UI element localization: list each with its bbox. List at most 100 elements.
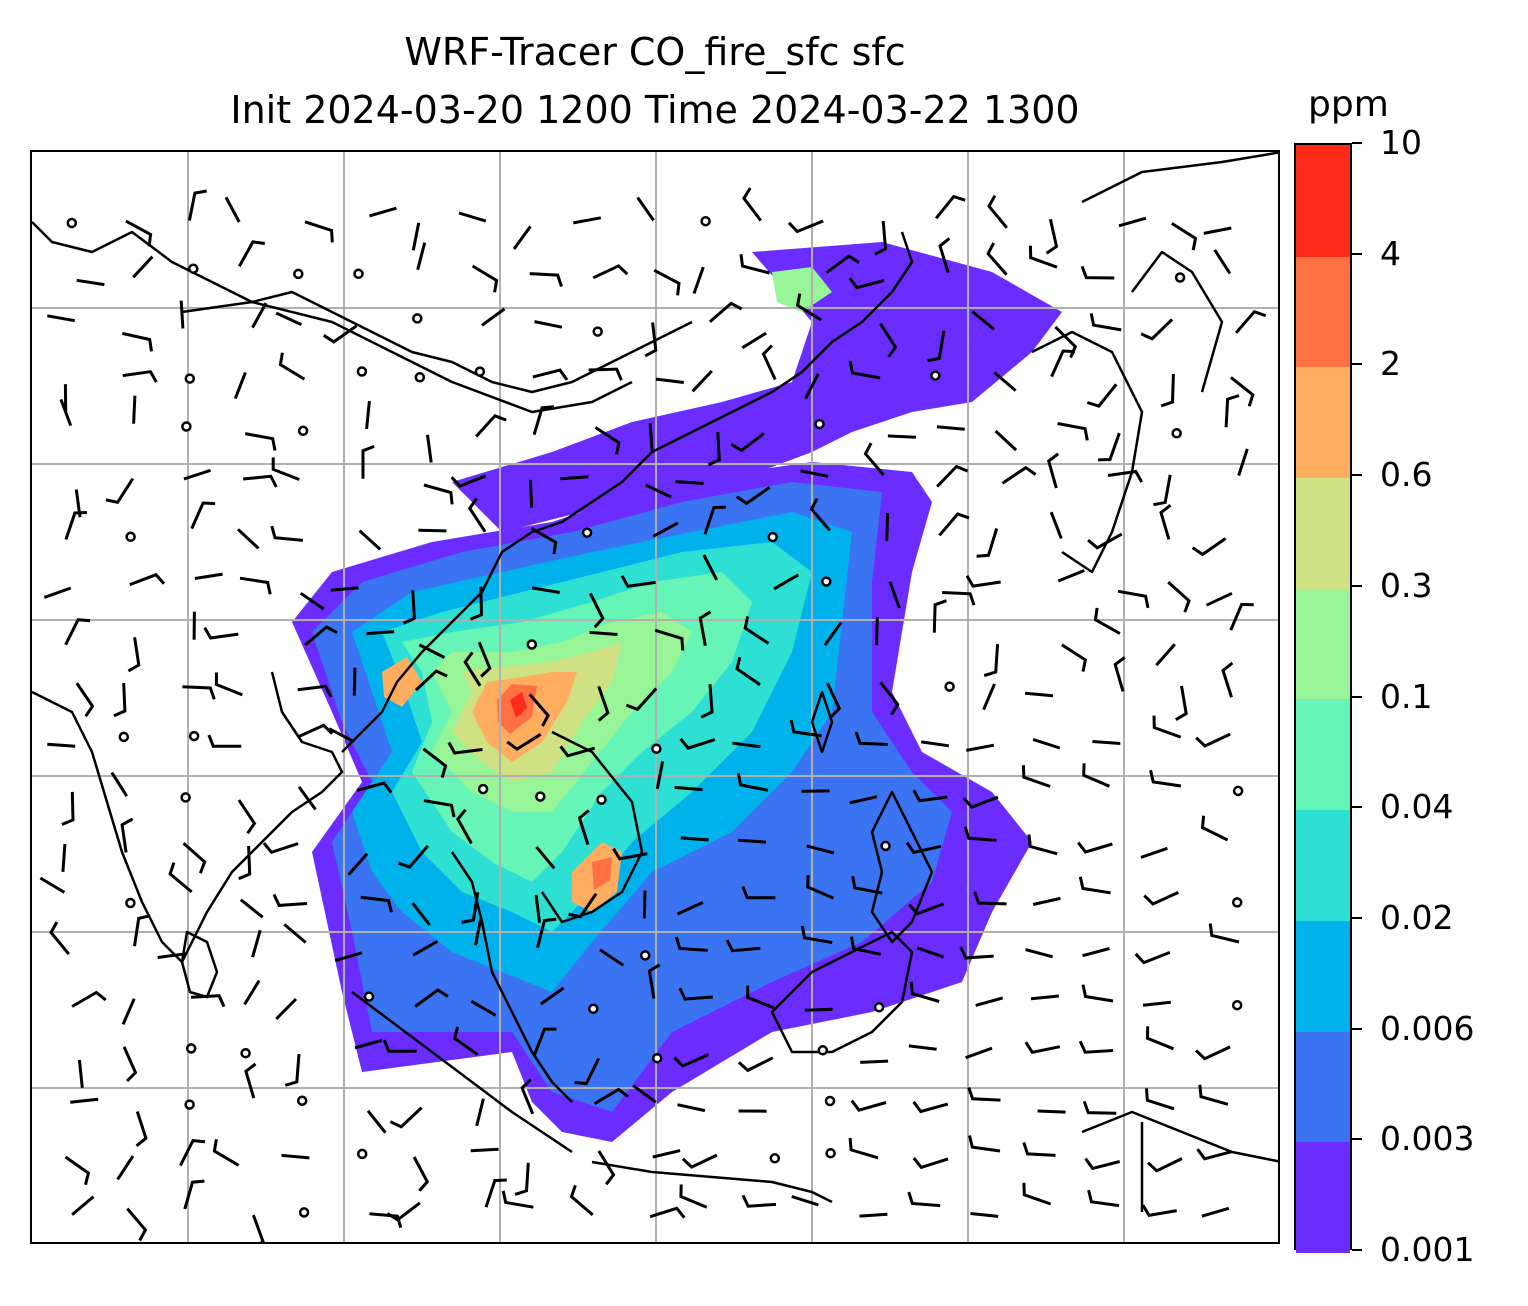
wind-barb xyxy=(207,734,242,748)
wind-barb xyxy=(743,616,770,645)
wind-barb xyxy=(1205,591,1233,607)
calm-wind-marker xyxy=(412,313,423,324)
calm-wind-marker xyxy=(240,1047,251,1059)
wind-barb xyxy=(411,222,421,251)
calm-wind-marker xyxy=(414,372,426,383)
wind-barb xyxy=(520,1078,535,1115)
wind-barb xyxy=(850,936,882,956)
wind-barb xyxy=(194,572,223,580)
wind-barb xyxy=(850,1099,887,1112)
wind-barb xyxy=(863,442,885,477)
wind-barb xyxy=(809,497,831,532)
colorbar-tick-label: 0.003 xyxy=(1380,1119,1475,1159)
wind-barb xyxy=(652,521,679,538)
colorbar-tick xyxy=(1352,363,1362,366)
wind-barb xyxy=(825,254,860,274)
wind-barb xyxy=(187,189,207,221)
wind-barb xyxy=(986,242,1008,276)
wind-barb xyxy=(1080,265,1115,280)
wind-barb xyxy=(908,1044,937,1051)
wind-barb xyxy=(530,527,558,555)
wind-barb xyxy=(1213,249,1232,275)
wind-barb xyxy=(238,845,252,881)
calm-wind-marker xyxy=(1232,785,1244,797)
wind-barb xyxy=(612,847,648,861)
wind-barb xyxy=(297,786,317,811)
coastline-indochina xyxy=(341,231,914,753)
wind-barb xyxy=(242,474,278,488)
wind-barb xyxy=(597,685,610,722)
wind-barb xyxy=(514,1162,530,1196)
coastline-china-north xyxy=(32,221,693,394)
wind-barb xyxy=(116,1155,135,1181)
wind-barb xyxy=(594,426,621,455)
wind-barb xyxy=(224,196,241,223)
wind-barb xyxy=(1028,245,1058,269)
calm-wind-marker xyxy=(821,576,832,587)
calm-wind-marker xyxy=(125,531,136,543)
wind-barb xyxy=(936,464,969,488)
wind-barb xyxy=(976,528,999,558)
co-fire-concentration-field xyxy=(292,242,1062,1142)
wind-barb xyxy=(732,741,761,749)
wind-barb xyxy=(361,444,375,479)
wind-barb xyxy=(968,1135,1001,1153)
wind-barb xyxy=(281,1153,310,1160)
calm-wind-marker xyxy=(66,217,78,229)
wind-barb xyxy=(1141,1204,1177,1218)
wind-barb xyxy=(402,590,416,625)
wind-barb xyxy=(243,979,261,1006)
field-hotspot-cambodia-core xyxy=(592,857,612,890)
calm-wind-marker xyxy=(651,743,662,754)
wind-barb xyxy=(1082,1100,1117,1115)
wind-barb xyxy=(113,682,127,718)
wind-barb xyxy=(452,1026,479,1056)
wind-barb xyxy=(182,842,207,874)
wind-barb xyxy=(110,771,129,798)
colorbar-tick xyxy=(1352,584,1362,587)
wind-barb xyxy=(678,987,714,1001)
wind-barb xyxy=(535,845,556,870)
wind-barb xyxy=(1087,532,1123,550)
wind-barb xyxy=(533,1027,557,1056)
wind-barb xyxy=(536,917,557,949)
wind-barb xyxy=(64,1155,91,1186)
wind-barb xyxy=(1171,222,1198,251)
wind-barb xyxy=(568,892,598,919)
calm-wind-marker xyxy=(184,1099,195,1110)
calm-wind-marker xyxy=(1174,272,1186,283)
wind-barb xyxy=(59,398,73,427)
wind-barb xyxy=(528,479,534,508)
wind-barb xyxy=(125,219,153,247)
wind-barb xyxy=(746,985,775,1010)
wind-barb xyxy=(1027,834,1058,856)
calm-wind-marker xyxy=(180,792,191,803)
wind-barb xyxy=(625,687,658,712)
coastline-russia-east xyxy=(1081,152,1278,204)
calm-wind-marker xyxy=(296,1095,308,1106)
wind-barb xyxy=(874,220,888,256)
colorbar-tick-label: 2 xyxy=(1380,344,1401,384)
wind-barb xyxy=(122,1046,138,1083)
wind-barb xyxy=(965,574,1001,588)
wind-barb xyxy=(179,300,185,329)
wind-barb xyxy=(982,683,996,711)
wind-barb xyxy=(475,1098,485,1127)
wind-barb xyxy=(975,996,1004,1007)
wind-barb xyxy=(860,1059,889,1064)
calm-wind-marker xyxy=(293,268,304,280)
wind-barb xyxy=(1140,318,1174,341)
map-panel[interactable] xyxy=(30,150,1280,1244)
wind-barb xyxy=(912,1157,949,1170)
wind-barb xyxy=(414,988,449,1008)
wind-barb xyxy=(1208,923,1240,944)
wind-barb xyxy=(888,581,901,609)
wind-barb xyxy=(1021,765,1051,788)
wind-barb xyxy=(642,890,647,919)
wind-barb xyxy=(909,981,940,1003)
wind-barb xyxy=(702,554,719,581)
wind-barb xyxy=(426,434,433,463)
colorbar-tick xyxy=(1352,806,1362,809)
wind-barb xyxy=(262,842,299,855)
wind-barb xyxy=(366,1109,387,1134)
